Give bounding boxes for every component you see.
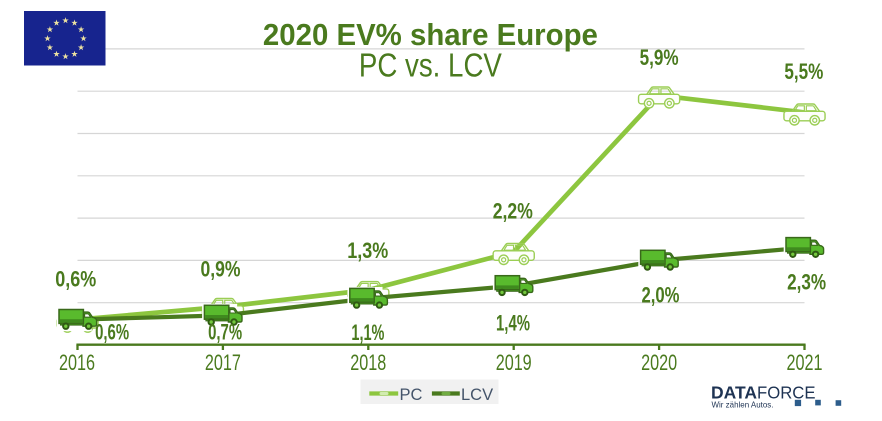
svg-text:0,6%: 0,6% <box>55 267 96 292</box>
svg-text:2,3%: 2,3% <box>787 270 826 295</box>
svg-text:1,3%: 1,3% <box>347 238 388 263</box>
svg-text:DATAFORCE: DATAFORCE <box>711 383 816 403</box>
svg-text:2017: 2017 <box>205 350 241 375</box>
svg-text:1,1%: 1,1% <box>351 320 384 345</box>
svg-text:0,6%: 0,6% <box>95 320 129 345</box>
svg-text:PC: PC <box>400 386 423 404</box>
svg-text:PC vs. LCV: PC vs. LCV <box>359 47 502 84</box>
svg-text:2019: 2019 <box>496 350 532 375</box>
svg-text:2021: 2021 <box>787 350 823 375</box>
svg-text:1,4%: 1,4% <box>496 311 530 336</box>
svg-text:0,9%: 0,9% <box>201 256 241 281</box>
svg-text:Wir zählen Autos.: Wir zählen Autos. <box>712 400 774 409</box>
svg-text:2016: 2016 <box>59 350 95 375</box>
svg-text:2020: 2020 <box>641 350 677 375</box>
svg-text:0,7%: 0,7% <box>208 319 242 344</box>
svg-text:2,0%: 2,0% <box>642 283 680 308</box>
svg-text:5,5%: 5,5% <box>784 59 823 84</box>
svg-text:LCV: LCV <box>461 386 493 404</box>
svg-text:2018: 2018 <box>350 350 386 375</box>
svg-text:5,9%: 5,9% <box>640 45 679 70</box>
svg-text:2020 EV% share Europe: 2020 EV% share Europe <box>263 18 598 52</box>
svg-text:2,2%: 2,2% <box>493 198 533 223</box>
